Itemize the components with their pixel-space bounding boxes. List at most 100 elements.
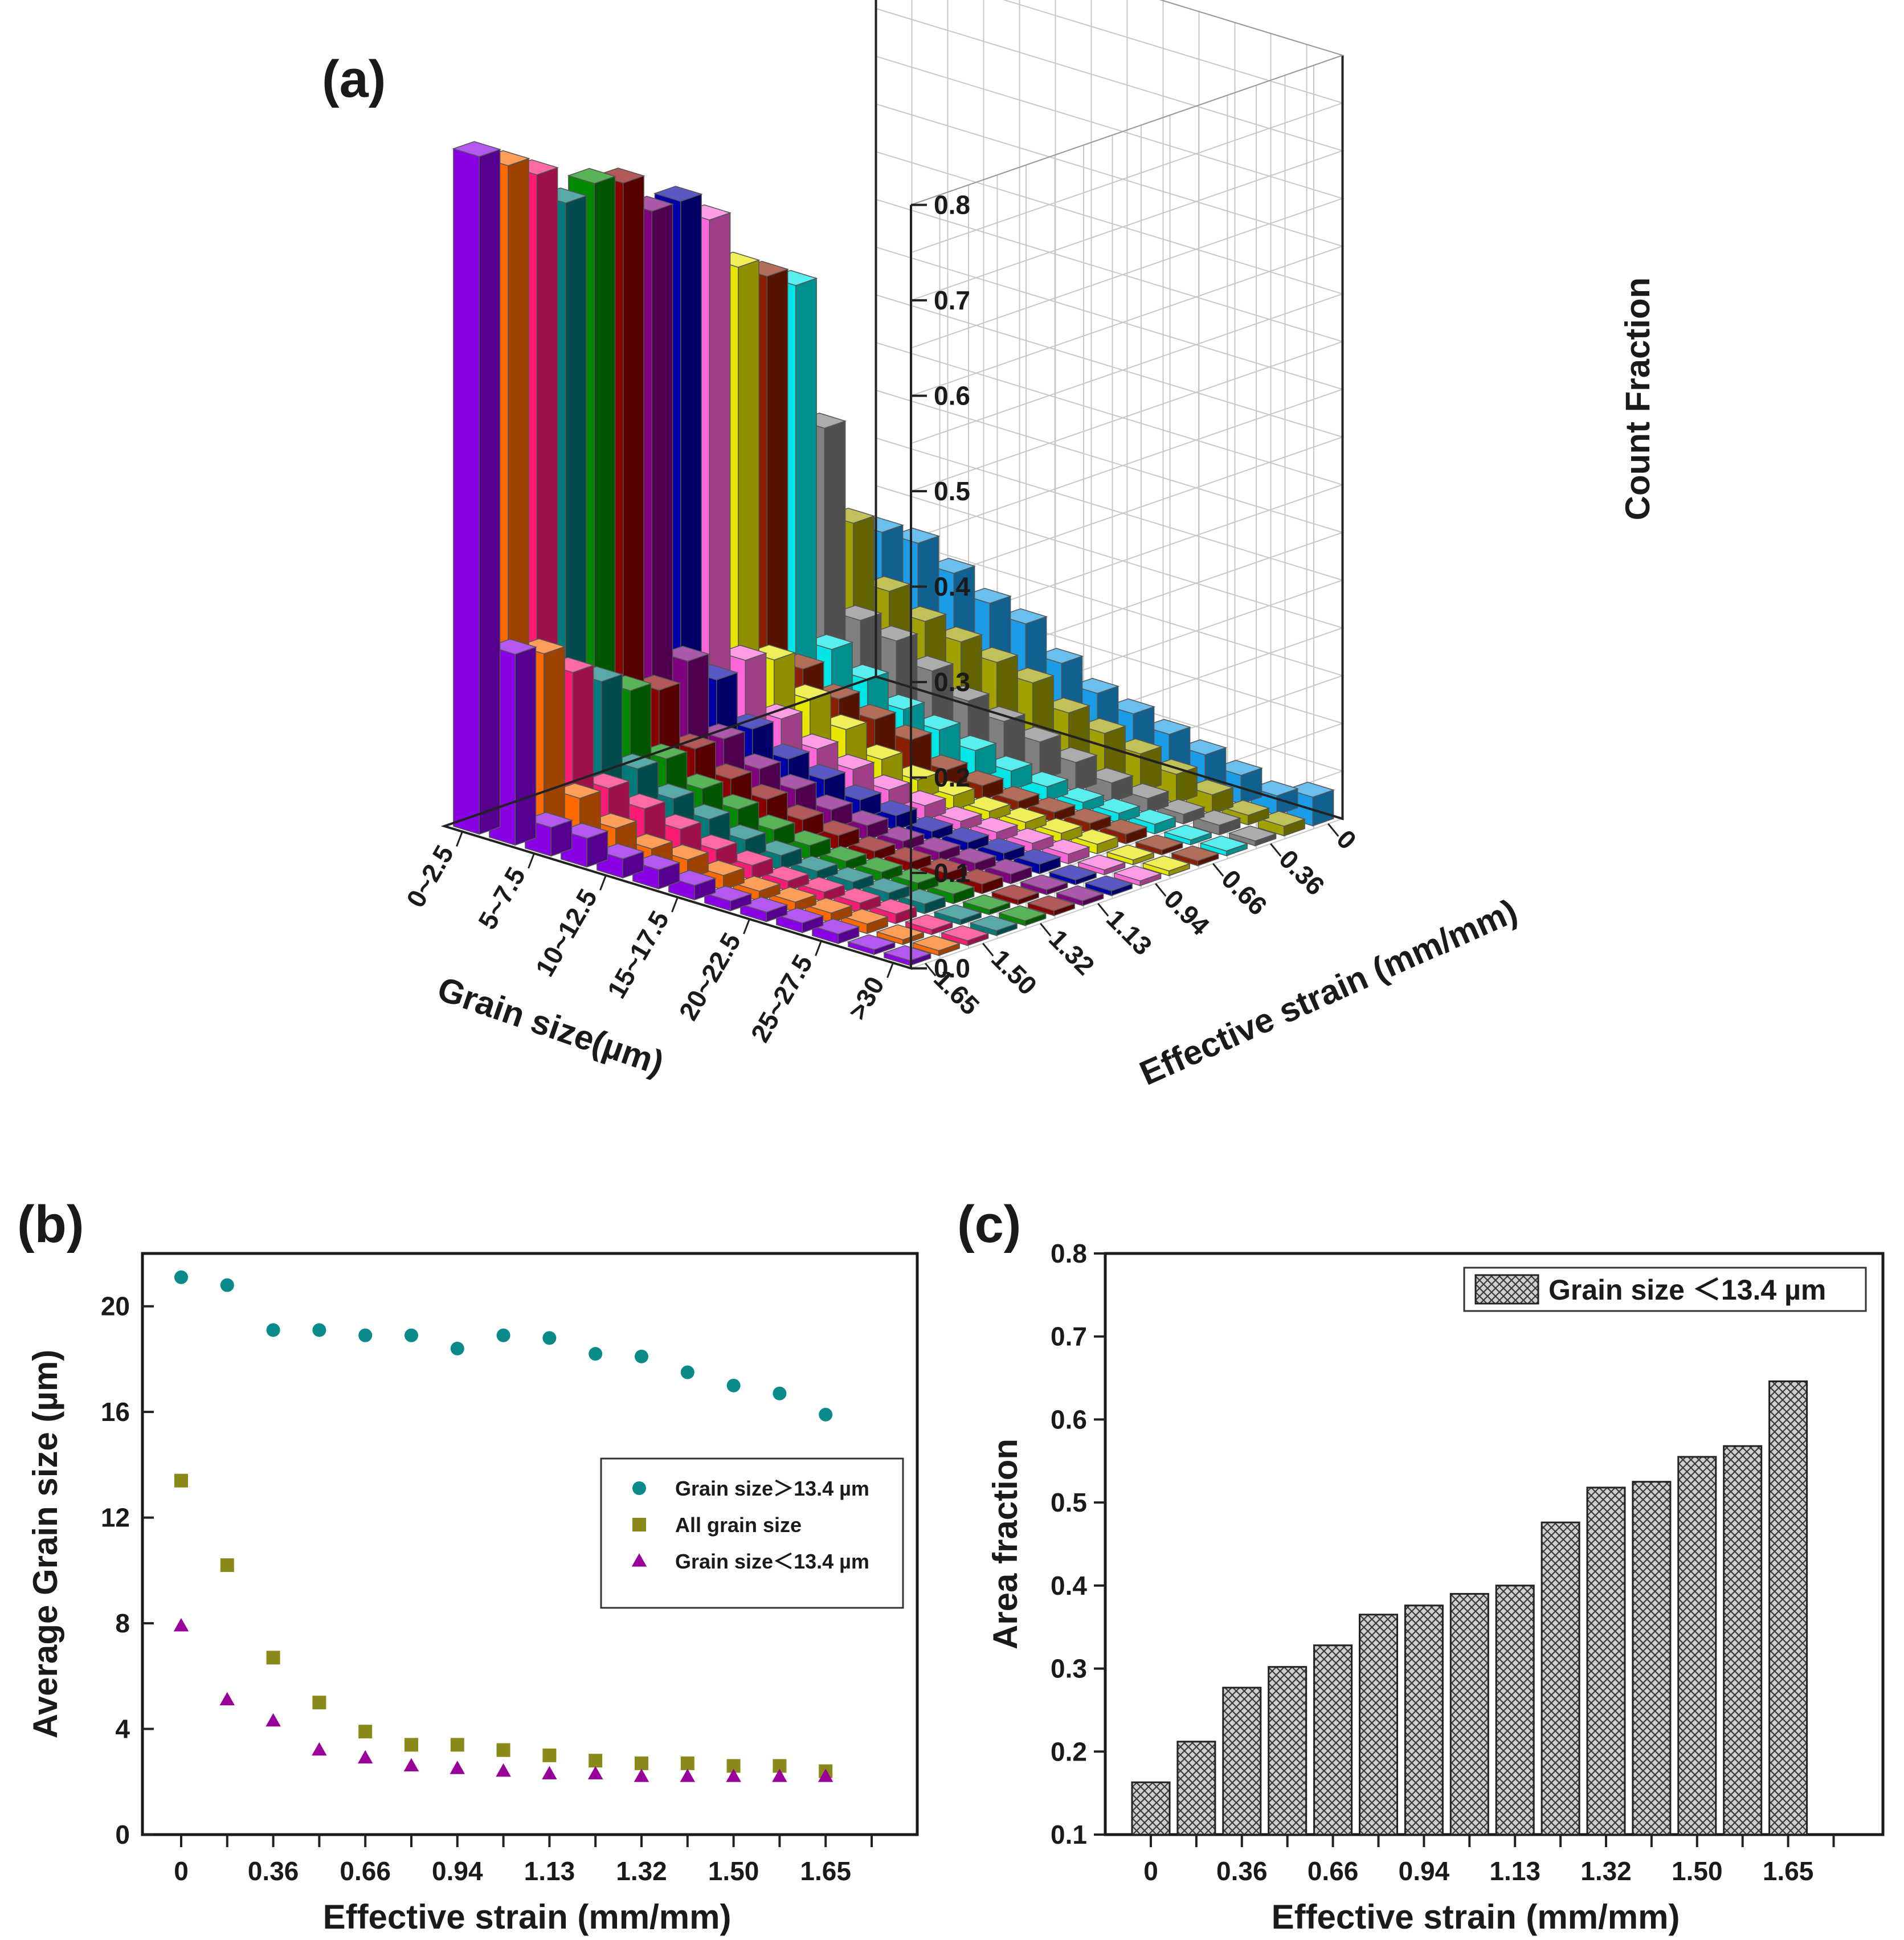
point-circle [358,1328,373,1342]
panel-c-y-axis-title: Area fraction [986,1439,1024,1649]
bar-top-face [962,894,1012,910]
bar [1019,874,1069,896]
grain-tick-label: 20~22.5 [673,928,746,1025]
panel-c-legend-swatch [1474,1274,1539,1305]
bar [969,915,1019,937]
bar [882,945,933,966]
bar-top-face [1005,667,1055,684]
area-fraction-bar [1313,1644,1353,1836]
grain-tick-label: 5~7.5 [472,862,531,934]
bar-top-face [904,816,954,832]
bar-top-face [818,846,868,862]
panel-c-x-axis-title: Effective strain (mm/mm) [1272,1898,1680,1936]
point-square [266,1651,280,1665]
strain-tick [1040,922,1052,937]
bar [1027,797,1077,823]
x-tick-label: 1.50 [1672,1856,1723,1886]
area-fraction-bar [1677,1456,1717,1836]
bar-top-face [991,786,1041,802]
bar [1084,875,1134,897]
bar-top-face [926,879,976,895]
point-triangle [818,1769,833,1782]
panel-b-legend-box [600,1457,904,1609]
point-square [496,1743,510,1757]
strain-tick [1212,863,1224,877]
bar-top-face [739,783,789,800]
bar-top-face [595,843,645,860]
bar-top-face [803,897,853,914]
y-tick-label: 20 [101,1292,130,1321]
bar-top-face [869,625,919,642]
bar [940,925,990,946]
strain-tick [1270,843,1282,857]
bar-top-face [826,754,876,770]
panel-c-plot-frame [1104,1252,1885,1836]
bar-top-face [890,764,940,781]
grain-tick [671,897,679,913]
bar [452,141,502,835]
point-circle [680,1365,694,1379]
bar-top-face [775,804,825,820]
bar [1026,895,1076,917]
bar [1228,825,1278,847]
panel-b-y-ticks: 0 4 8 12 16 20 [101,1292,154,1849]
panel-c-bar-chart: 0.1 0.2 0.3 0.4 0.5 0.6 0.7 0.8 0 0.36 0.66 0.94 1.… [957,1195,1885,1936]
bar-top-face [761,743,811,759]
bar-top-face [832,784,882,800]
point-circle [174,1270,188,1284]
panel-b-plot-frame [141,1252,919,1836]
bar-top-face [954,868,1004,885]
bar-top-face [861,877,911,894]
bar-top-face [1178,739,1228,755]
bar-top-face [1012,848,1062,865]
strain-tick [1327,823,1339,837]
grid-line [876,294,1345,587]
point-circle [542,1331,557,1345]
bar-top-face [796,876,847,893]
bar [954,868,1004,895]
panel-a-z-axis-title: Count Fraction [1619,277,1657,521]
point-square [635,1756,648,1770]
grain-tick [456,831,463,847]
bar-top-face [969,816,1019,833]
bar [998,807,1048,833]
x-tick-label: 0.36 [1216,1856,1268,1886]
point-square [405,1738,418,1752]
y-tick-label: 0.1 [1051,1820,1087,1849]
bar-top-face [876,694,926,710]
bar [1033,818,1084,844]
bar-top-face [488,639,538,655]
y-tick-label: 0.6 [1051,1404,1087,1434]
area-fraction-bar [1449,1592,1489,1836]
bar [1156,799,1206,825]
bar-top-face [882,847,933,863]
bar-top-face [983,755,1033,772]
bar-top-face [617,793,667,810]
panel-c-legend-text: Grain size ＜13.4 µm [1548,1274,1826,1306]
area-fraction-bar [1495,1584,1535,1836]
y-tick-label: 0.3 [1051,1654,1087,1684]
point-triangle [634,1769,649,1782]
bar-top-face [868,898,918,915]
bar-top-face [725,849,775,866]
bar-top-face [998,608,1048,624]
bar-top-face [847,934,897,950]
bar-top-face [883,724,933,741]
bar-top-face [1249,780,1300,797]
bar [1127,808,1177,835]
bar-top-face [1084,875,1134,892]
bar-top-face [761,865,811,882]
bar [1134,834,1184,856]
bar-top-face [832,887,882,904]
bar [595,843,645,879]
bar-top-face [1285,782,1335,798]
bar-top-face [1019,771,1069,787]
bar [1048,747,1098,792]
x-tick-label: 0.94 [1399,1856,1450,1886]
panel-c-y-ticks: 0.1 0.2 0.3 0.4 0.5 0.6 0.7 0.8 [1051,1239,1105,1849]
x-tick-label: 0.66 [1308,1856,1359,1886]
bar-side-face [479,149,501,835]
z-tick-label: 0.1 [934,858,970,888]
bar-top-face [912,714,962,731]
bar-top-face [631,854,681,871]
